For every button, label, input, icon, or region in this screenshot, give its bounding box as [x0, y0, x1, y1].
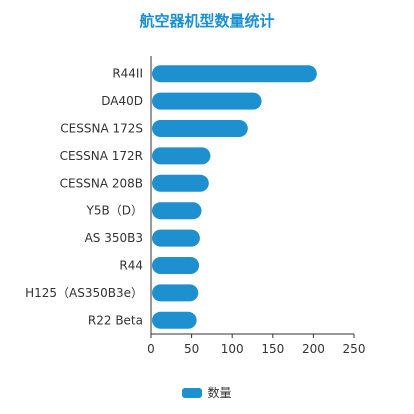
category-label: DA40D: [101, 94, 143, 108]
bar: [152, 311, 197, 329]
x-tick-label: 50: [184, 342, 199, 356]
category-label: CESSNA 172S: [60, 122, 143, 136]
bar: [152, 65, 317, 83]
category-label: CESSNA 208B: [60, 176, 143, 190]
bar: [152, 174, 209, 192]
category-label: R44II: [112, 67, 143, 81]
x-tick-label: 150: [261, 342, 284, 356]
x-axis-group: 0 50 100 150 200 250: [147, 56, 365, 356]
category-label: AS 350B3: [85, 231, 143, 245]
x-tick-label: 250: [343, 342, 366, 356]
category-label: R22 Beta: [88, 313, 143, 327]
bars-group: [152, 65, 317, 329]
x-tick-label: 0: [147, 342, 155, 356]
bar: [152, 202, 202, 220]
x-tick-label: 100: [221, 342, 244, 356]
legend: 数量: [0, 384, 414, 401]
bar: [152, 284, 199, 302]
category-label: CESSNA 172R: [60, 149, 143, 163]
bar: [152, 120, 248, 137]
x-tick-label: 200: [302, 342, 325, 356]
bar: [152, 147, 211, 165]
bar: [152, 92, 262, 110]
category-labels-group: R44II DA40D CESSNA 172S CESSNA 172R CESSNA 2…: [25, 67, 143, 328]
legend-swatch: [182, 387, 203, 398]
category-label: Y5B（D）: [86, 204, 143, 218]
chart-title: 航空器机型数量统计: [139, 12, 275, 30]
bar: [152, 257, 200, 274]
bar: [152, 229, 200, 247]
category-label: R44: [119, 259, 143, 273]
category-label: H125（AS350B3e）: [25, 286, 143, 300]
legend-label: 数量: [207, 386, 232, 400]
